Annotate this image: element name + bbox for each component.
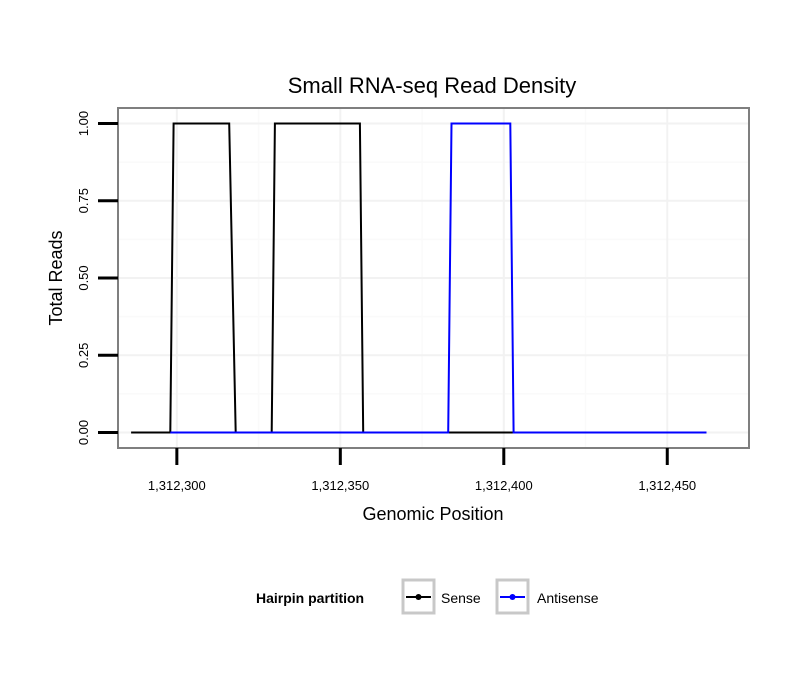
x-tick-label: 1,312,350 <box>311 478 369 493</box>
y-tick-label: 0.00 <box>76 420 91 445</box>
x-tick-label: 1,312,300 <box>148 478 206 493</box>
legend-label-antisense: Antisense <box>537 590 599 606</box>
x-axis: 1,312,300 1,312,350 1,312,400 1,312,450 <box>148 448 696 493</box>
series-lines <box>131 122 707 434</box>
y-tick-label: 1.00 <box>76 111 91 136</box>
y-tick-label: 0.50 <box>76 265 91 290</box>
legend-label-sense: Sense <box>441 590 481 606</box>
legend: Hairpin partition Sense Antisense <box>256 578 599 615</box>
y-axis-title: Total Reads <box>46 230 66 325</box>
legend-title: Hairpin partition <box>256 590 364 606</box>
x-tick-label: 1,312,450 <box>638 478 696 493</box>
y-tick-label: 0.75 <box>76 188 91 213</box>
grid-lines <box>118 108 749 448</box>
x-axis-title: Genomic Position <box>362 504 503 524</box>
x-tick-label: 1,312,400 <box>475 478 533 493</box>
y-tick-label: 0.25 <box>76 343 91 368</box>
legend-point-sense <box>415 594 422 600</box>
legend-item-sense: Sense <box>401 578 481 615</box>
chart-title: Small RNA-seq Read Density <box>288 73 577 98</box>
series-line-antisense <box>170 122 707 434</box>
legend-point-antisense <box>509 594 516 600</box>
legend-item-antisense: Antisense <box>495 578 599 615</box>
y-axis: 0.00 0.25 0.50 0.75 1.00 <box>76 111 118 445</box>
